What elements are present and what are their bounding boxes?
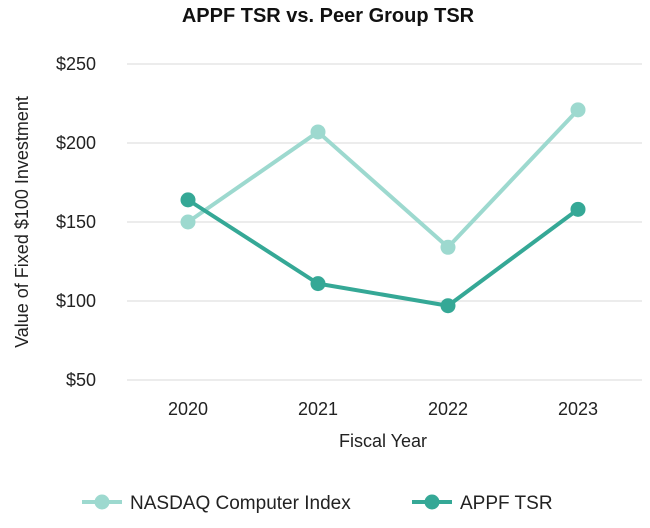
legend-swatch-marker [424,494,440,510]
chart-title: APPF TSR vs. Peer Group TSR [182,5,475,27]
y-tick-label: $250 [56,54,96,74]
series-nasdaq-computer-index [180,102,586,255]
data-point [440,298,456,314]
legend-swatch-marker [94,494,110,510]
y-axis-label: Value of Fixed $100 Investment [12,96,32,348]
legend: NASDAQ Computer Index APPF TSR [82,493,553,514]
data-point [180,214,196,230]
legend-label: APPF TSR [460,493,553,514]
x-tick-label: 2020 [168,399,208,419]
data-point [570,102,586,118]
series-line [186,108,580,250]
y-tick-label: $50 [66,370,96,390]
y-tick-label: $200 [56,133,96,153]
x-tick-label: 2023 [558,399,598,419]
data-point [570,201,586,217]
y-tick-label: $100 [56,291,96,311]
y-axis-ticks: $50 $100 $150 $200 $250 [56,54,96,390]
data-point [180,192,196,208]
legend-item: APPF TSR [412,493,553,514]
data-point [310,124,326,140]
x-tick-label: 2022 [428,399,468,419]
series-line [186,198,580,308]
x-axis-label: Fiscal Year [339,431,427,451]
series-appf-tsr [180,192,586,314]
x-axis-ticks: 2020 2021 2022 2023 [168,399,598,419]
legend-label: NASDAQ Computer Index [130,493,351,514]
grid-lines [127,63,642,381]
legend-item: NASDAQ Computer Index [82,493,351,514]
data-point [440,239,456,255]
y-tick-label: $150 [56,212,96,232]
data-point [310,276,326,292]
series-layer [180,102,586,314]
x-tick-label: 2021 [298,399,338,419]
